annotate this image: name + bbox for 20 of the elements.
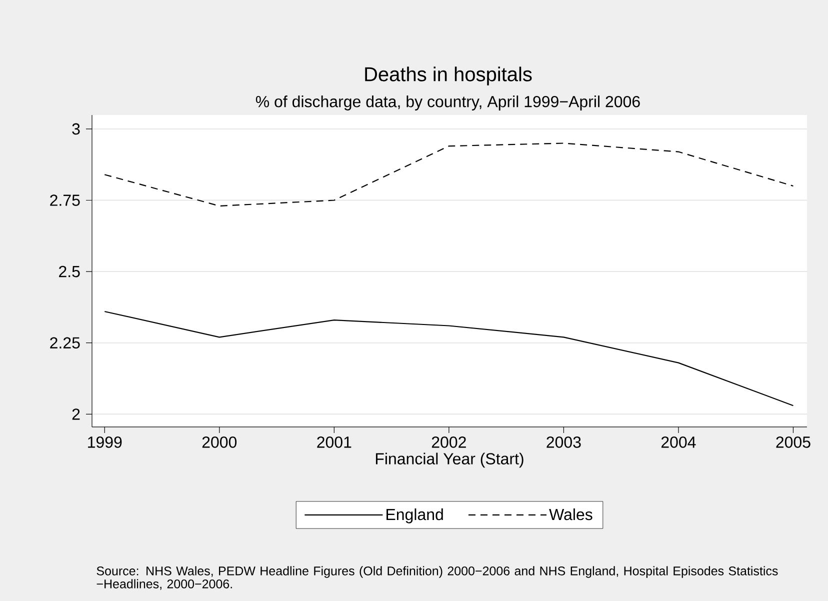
line-series: [104, 310, 794, 406]
y-tick-label: 2.25: [50, 337, 80, 349]
chart-title: Deaths in hospitals: [365, 66, 532, 86]
x-tick-label: 2001: [317, 436, 352, 448]
y-tick-label: 2.5: [59, 266, 80, 278]
x-tick-label: 2003: [546, 436, 581, 448]
x-tick-label: 1999: [88, 436, 122, 448]
source-note: Source: NHS Wales, PEDW Headline Figures (Old Definition) 2000−2006 and NHS England, Hospital Episodes Statistics −Headlines, 2000−2006.: [96, 566, 778, 590]
y-tick-label: 3: [72, 123, 80, 135]
legend-label: England: [386, 508, 443, 524]
y-tick-label: 2: [72, 408, 80, 420]
x-axis-title: Financial Year (Start): [376, 452, 524, 468]
legend-label: Wales: [549, 508, 592, 520]
x-tick-label: 2000: [202, 436, 237, 448]
x-tick-label: 2005: [776, 436, 810, 448]
line-series: [104, 142, 794, 207]
y-tick-label: 2.75: [50, 194, 80, 206]
x-tick-label: 2002: [432, 436, 466, 448]
x-tick-label: 2004: [661, 436, 696, 448]
chart-subtitle: % of discharge data, by country, April 1999−April 2006: [256, 96, 640, 110]
